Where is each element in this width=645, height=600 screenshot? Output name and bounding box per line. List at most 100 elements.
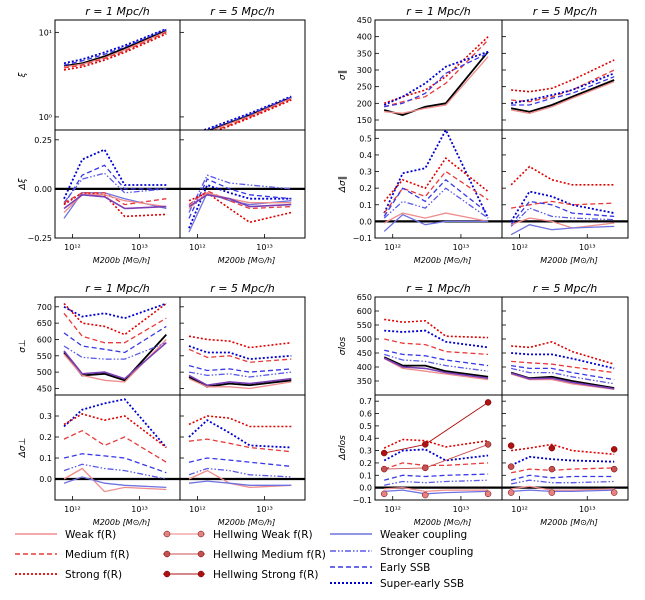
- series-line-early: [384, 473, 489, 481]
- series-line-strong: [383, 438, 489, 449]
- series-line-superEarly: [384, 329, 489, 349]
- series-line-weak: [384, 486, 489, 493]
- x-axis-label: M200b [M⊙/h]: [93, 256, 150, 265]
- series-line-medium: [383, 170, 489, 214]
- y-tick-label: 0.1: [39, 454, 52, 463]
- y-tick-label: 650: [37, 319, 52, 328]
- x-tick-label: 10¹³: [256, 505, 273, 514]
- hellwing-line: [384, 402, 489, 454]
- legend-label: Weaker coupling: [380, 529, 467, 541]
- x-axis-label: M200b [M⊙/h]: [414, 256, 471, 265]
- hellwing-marker: [484, 441, 492, 448]
- series-line-early: [63, 164, 167, 205]
- legend-marker: [197, 530, 205, 538]
- x-tick-label: 10¹³: [256, 243, 273, 252]
- series-line-purple: [188, 374, 292, 387]
- y-tick-label: 0.0: [359, 484, 372, 493]
- panel-title: r = 5 Mpc/h: [533, 5, 597, 18]
- y-axis-label: σlos: [338, 336, 348, 355]
- panel-frame: [374, 394, 503, 501]
- series-line-strong: [510, 165, 615, 186]
- series-line-superEarly: [510, 72, 615, 105]
- series-line-black: [510, 79, 615, 113]
- y-tick-label: 0.7: [359, 397, 372, 406]
- series-line-weak: [63, 339, 167, 383]
- series-line-early: [511, 76, 615, 106]
- series-line-strong: [188, 335, 292, 349]
- series-line-superEarly: [63, 148, 167, 200]
- panel-frame: [54, 129, 181, 239]
- series-line-black: [207, 96, 292, 130]
- panel-frame: [179, 394, 306, 501]
- y-tick-label: 0.5: [359, 422, 372, 431]
- series-line-weak: [383, 212, 489, 224]
- series-line-strong: [510, 443, 615, 456]
- y-tick-label: 350: [357, 49, 372, 58]
- hellwing-marker: [548, 489, 556, 496]
- y-tick-label: −0.25: [27, 234, 52, 243]
- hellwing-marker: [380, 490, 388, 498]
- series-line-medium: [510, 467, 615, 474]
- x-tick-label: 10¹²: [189, 505, 206, 514]
- y-axis-label: ξ: [18, 72, 28, 79]
- hellwing-marker: [380, 449, 388, 457]
- series-line-strong: [511, 340, 615, 365]
- x-tick-label: 10¹²: [384, 505, 401, 514]
- series-line-medium: [510, 200, 615, 209]
- series-line-strong: [63, 302, 167, 336]
- y-tick-label: 0.00: [34, 185, 52, 194]
- y-tick-label: −0.1: [353, 234, 372, 243]
- series-line-weak: [63, 31, 167, 68]
- x-tick-label: 10¹³: [131, 505, 148, 514]
- series-line-weaker: [63, 476, 167, 489]
- series-line-early: [63, 325, 167, 354]
- series-line-weak: [63, 194, 167, 213]
- series-line-stronger: [384, 353, 489, 372]
- y-tick-label: 0.1: [359, 201, 372, 210]
- legend-label: Super-early SSB: [380, 578, 464, 590]
- series-line-superEarly: [63, 398, 167, 449]
- panel-title: r = 5 Mpc/h: [210, 282, 274, 295]
- y-tick-label: 150: [357, 116, 372, 125]
- x-tick-label: 10¹²: [511, 243, 528, 252]
- y-tick-label: 0.4: [359, 434, 372, 443]
- series-line-purple: [63, 342, 167, 380]
- series-line-medium: [384, 338, 489, 356]
- series-line-purple: [63, 193, 167, 210]
- y-tick-label: 450: [357, 349, 372, 358]
- panel-frame: [501, 394, 629, 501]
- series-line-superEarly: [63, 302, 167, 320]
- series-line-strong: [63, 33, 167, 71]
- series-line-early: [63, 28, 167, 66]
- y-tick-label: 400: [357, 33, 372, 42]
- legend-label: Early SSB: [380, 562, 430, 574]
- hellwing-marker: [548, 444, 556, 452]
- panel-title: r = 1 Mpc/h: [406, 282, 470, 295]
- legend-label: Hellwing Strong f(R): [213, 569, 319, 581]
- y-tick-label: 250: [357, 83, 372, 92]
- y-tick-label: 0.3: [359, 447, 372, 456]
- series-line-superEarly: [510, 455, 615, 467]
- hellwing-marker: [548, 465, 556, 473]
- x-axis-label: M200b [M⊙/h]: [93, 518, 150, 527]
- series-line-black: [63, 29, 167, 67]
- series-line-stronger: [188, 371, 292, 378]
- series-line-stronger: [510, 479, 615, 485]
- panel-title: r = 1 Mpc/h: [85, 5, 149, 18]
- y-axis-label: Δσ⊥: [18, 437, 28, 458]
- series-line-strong: [188, 191, 292, 224]
- panel-frame: [501, 129, 629, 239]
- series-line-black: [383, 356, 489, 378]
- y-tick-label: 0.5: [359, 134, 372, 143]
- series-line-strong: [63, 413, 167, 449]
- panel-frame: [501, 19, 629, 131]
- panel-frame: [54, 296, 181, 396]
- x-tick-label: 10¹³: [453, 505, 470, 514]
- series-line-stronger: [63, 342, 167, 360]
- series-line-medium: [188, 348, 292, 363]
- legend-marker: [163, 550, 171, 558]
- series-line-weak: [188, 378, 292, 390]
- y-tick-label: 0.2: [359, 184, 372, 193]
- panel-frame: [179, 129, 306, 239]
- y-tick-label: 700: [37, 303, 52, 312]
